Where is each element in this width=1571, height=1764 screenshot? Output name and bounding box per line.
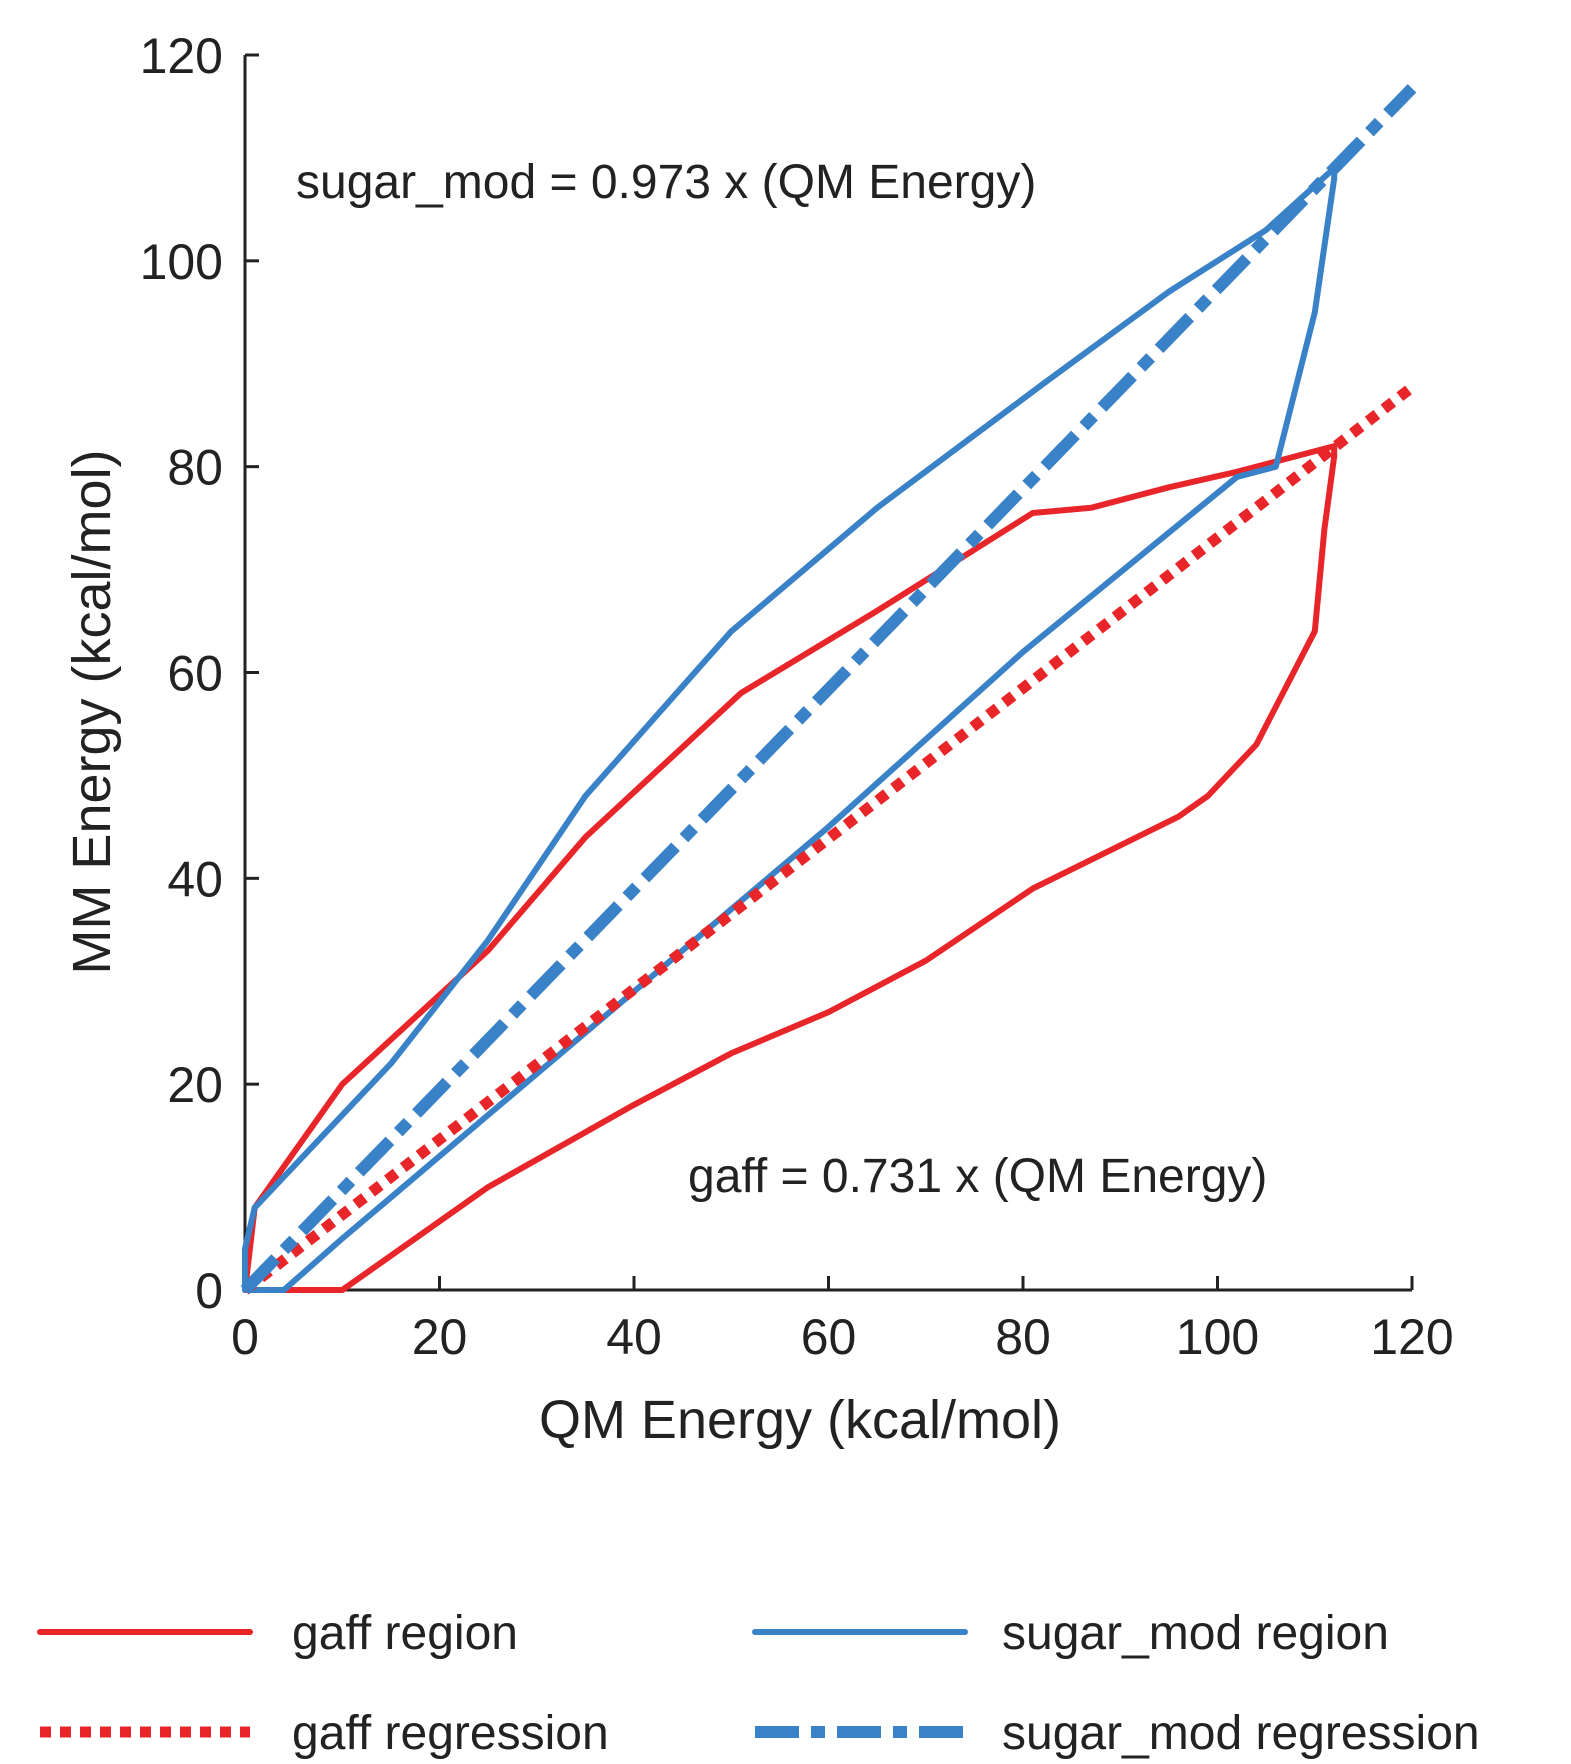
legend-label-gaff-regression: gaff regression bbox=[292, 1707, 609, 1760]
x-tick-label: 40 bbox=[606, 1309, 662, 1365]
x-tick-label: 100 bbox=[1176, 1309, 1259, 1365]
y-tick-label: 120 bbox=[140, 28, 223, 84]
legend-label-sugar-mod-region: sugar_mod region bbox=[1002, 1607, 1389, 1660]
x-tick-label: 0 bbox=[231, 1309, 259, 1365]
gaff-equation: gaff = 0.731 x (QM Energy) bbox=[688, 1150, 1267, 1203]
y-tick-label: 20 bbox=[167, 1057, 223, 1113]
x-tick-label: 80 bbox=[995, 1309, 1051, 1365]
axis-ticks: 0 20 40 60 80 100 120 0 20 40 60 80 100 120 bbox=[140, 28, 1454, 1365]
y-tick-label: 80 bbox=[167, 440, 223, 496]
sugar-mod-equation: sugar_mod = 0.973 x (QM Energy) bbox=[296, 156, 1036, 209]
y-tick-label: 0 bbox=[195, 1263, 223, 1319]
legend-label-gaff-region: gaff region bbox=[292, 1607, 518, 1660]
series-sugar-mod-regression bbox=[240, 84, 1417, 1295]
y-axis-title: MM Energy (kcal/mol) bbox=[62, 449, 122, 974]
series-layer bbox=[240, 84, 1417, 1295]
y-tick-label: 100 bbox=[140, 234, 223, 290]
y-tick-label: 60 bbox=[167, 646, 223, 702]
series-gaff-region bbox=[242, 443, 1338, 1293]
y-tick-label: 40 bbox=[167, 851, 223, 907]
x-tick-label: 120 bbox=[1370, 1309, 1453, 1365]
legend-label-sugar-mod-regression: sugar_mod regression bbox=[1002, 1707, 1480, 1760]
x-axis-title: QM Energy (kcal/mol) bbox=[539, 1390, 1061, 1450]
legend: gaff region sugar_mod region gaff regres… bbox=[37, 1607, 1480, 1760]
series-gaff-regression bbox=[241, 382, 1416, 1295]
x-tick-label: 60 bbox=[801, 1309, 857, 1365]
plot-area: 0 20 40 60 80 100 120 0 20 40 60 80 100 120 bbox=[140, 28, 1454, 1365]
x-tick-label: 20 bbox=[412, 1309, 468, 1365]
